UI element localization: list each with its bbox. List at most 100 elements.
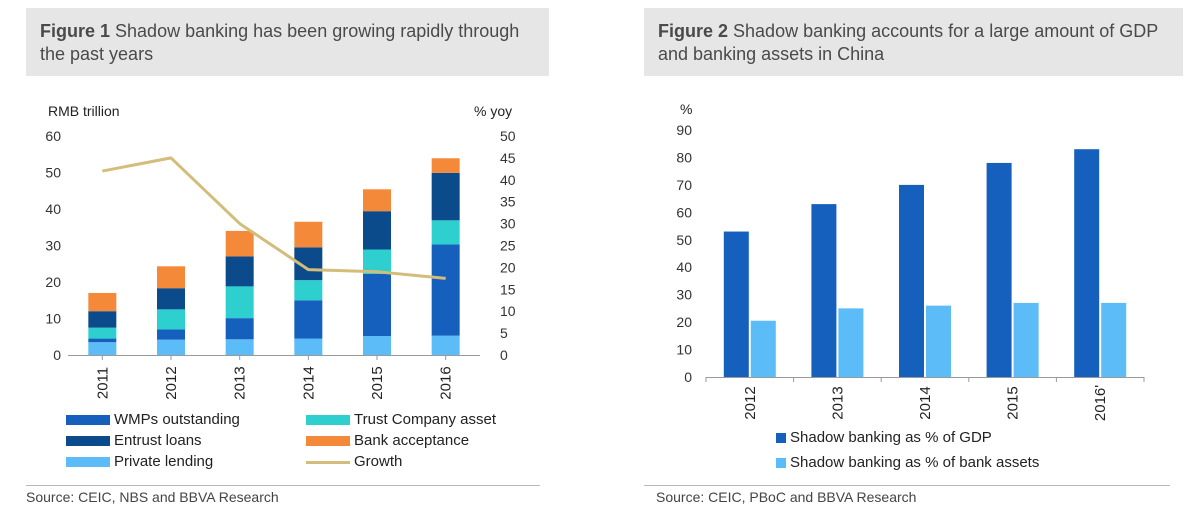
- y2-tick-label: 35: [500, 194, 516, 210]
- figure-1-divider: [26, 485, 540, 486]
- bar-wmps-outstanding: [225, 318, 254, 340]
- legend-label: Bank acceptance: [354, 432, 470, 449]
- legend-item-trust-company-asset: Trust Company asset: [306, 410, 496, 430]
- bar-shadow-banking-as-of-gdp: [723, 231, 749, 377]
- y-tick-label: 0: [684, 369, 692, 385]
- y2-tick-label: 5: [500, 325, 508, 341]
- growth-line: [102, 156, 446, 280]
- figure-1-header: Figure 1 Shadow banking has been growing…: [26, 8, 549, 76]
- bar-bank-acceptance: [363, 189, 391, 212]
- y-tick-label: 50: [676, 232, 692, 248]
- bar-wmps-outstanding: [294, 300, 323, 339]
- bar-private-lending: [225, 339, 254, 355]
- bar-shadow-banking-as-of-gdp: [899, 184, 924, 377]
- figure-2-unit: %: [680, 101, 693, 117]
- bar-bank-acceptance: [294, 221, 323, 248]
- legend-swatch: [776, 458, 786, 469]
- bar-wmps-outstanding: [88, 338, 117, 343]
- legend-swatch: [306, 415, 350, 426]
- figure-1-right-unit: % yoy: [474, 103, 513, 119]
- y-tick-label: 50: [45, 165, 61, 181]
- y-tick-label: 10: [45, 311, 61, 327]
- y2-tick-label: 20: [500, 259, 516, 275]
- legend-item-entrust-loans: Entrust loans: [66, 431, 202, 451]
- x-tick-label: 2012: [742, 386, 759, 419]
- y-tick-label: 90: [676, 122, 692, 138]
- bar-trust-company-asset: [431, 220, 460, 245]
- legend-label: WMPs outstanding: [114, 411, 240, 428]
- y2-tick-label: 25: [500, 238, 516, 254]
- y2-tick-label: 10: [500, 303, 516, 319]
- x-tick-label: 2012: [163, 366, 180, 399]
- bar-private-lending: [363, 336, 391, 355]
- legend-swatch: [66, 457, 110, 468]
- bar-shadow-banking-as-of-bank-assets: [1013, 302, 1039, 377]
- bar-shadow-banking-as-of-gdp: [1074, 149, 1100, 377]
- y-tick-label: 20: [676, 314, 692, 330]
- y2-tick-label: 40: [500, 172, 516, 188]
- legend-swatch: [306, 436, 350, 447]
- figure-2-chart: 0 10 20 30 40 50 60 70 80 90 2012 2013 2014 2015 2016': [676, 122, 1145, 421]
- y2-tick-label: 30: [500, 216, 516, 232]
- bar-shadow-banking-as-of-bank-assets: [838, 308, 864, 377]
- figure-2-header: Figure 2 Shadow banking accounts for a l…: [644, 8, 1183, 76]
- figure-1-source: Source: CEIC, NBS and BBVA Research: [26, 489, 279, 505]
- bar-shadow-banking-as-of-gdp: [811, 204, 837, 377]
- legend-item-shadow-banking-as-of-bank-assets: Shadow banking as % of bank assets: [776, 453, 1039, 473]
- bar-entrust-loans: [363, 211, 391, 250]
- bar-trust-company-asset: [157, 309, 185, 330]
- bar-wmps-outstanding: [431, 244, 460, 336]
- figure-2-source: Source: CEIC, PBoC and BBVA Research: [656, 489, 917, 505]
- figure-2-panel: Figure 2 Shadow banking accounts for a l…: [630, 0, 1192, 516]
- figure-2-title: Shadow banking accounts for a large amou…: [658, 21, 1158, 64]
- bar-shadow-banking-as-of-bank-assets: [750, 320, 776, 377]
- figure-2-divider: [644, 485, 1170, 486]
- legend-label: Trust Company asset: [354, 411, 496, 428]
- bar-trust-company-asset: [225, 286, 254, 319]
- x-tick-label: 2015: [369, 366, 386, 399]
- figure-1-title: Shadow banking has been growing rapidly …: [40, 21, 520, 64]
- figure-1-label: Figure 1: [40, 21, 111, 41]
- x-tick-label: 2016: [438, 366, 455, 399]
- y-tick-label: 40: [45, 201, 61, 217]
- legend-label: Entrust loans: [114, 432, 202, 449]
- legend-item-wmps-outstanding: WMPs outstanding: [66, 410, 240, 430]
- legend-label: Shadow banking as % of GDP: [790, 429, 992, 446]
- bar-private-lending: [431, 335, 460, 355]
- y-tick-label: 60: [676, 204, 692, 220]
- legend-swatch: [306, 460, 350, 464]
- legend-item-private-lending: Private lending: [66, 452, 213, 472]
- figure-1-left-unit: RMB trillion: [48, 103, 120, 119]
- y-tick-label: 30: [676, 287, 692, 303]
- x-tick-label: 2013: [829, 386, 846, 419]
- figure-2-label: Figure 2: [658, 21, 729, 41]
- bar-private-lending: [88, 342, 117, 355]
- figure-1-chart: 0 10 20 30 40 50 60 0 5 10 15 20 25 30 35 40 45 50 2011 201…: [45, 128, 516, 400]
- legend-swatch: [66, 415, 110, 426]
- y2-tick-label: 15: [500, 281, 516, 297]
- legend-swatch: [776, 433, 786, 444]
- x-tick-label: 2015: [1005, 386, 1022, 419]
- y2-tick-label: 45: [500, 150, 516, 166]
- bar-bank-acceptance: [225, 230, 254, 257]
- bar-bank-acceptance: [157, 266, 185, 289]
- y2-tick-label: 50: [500, 128, 516, 144]
- bar-shadow-banking-as-of-gdp: [986, 162, 1012, 377]
- bar-wmps-outstanding: [157, 329, 185, 340]
- legend-item-shadow-banking-as-of-gdp: Shadow banking as % of GDP: [776, 428, 992, 448]
- bar-trust-company-asset: [88, 327, 117, 339]
- bar-entrust-loans: [88, 311, 117, 328]
- bar-private-lending: [294, 338, 323, 355]
- y-tick-label: 0: [53, 347, 61, 363]
- y-tick-label: 40: [676, 259, 692, 275]
- legend-item-bank-acceptance: Bank acceptance: [306, 431, 469, 451]
- x-tick-label: 2014: [917, 386, 934, 419]
- legend-item-growth: Growth: [306, 452, 402, 472]
- x-tick-label: 2011: [94, 367, 111, 399]
- bar-entrust-loans: [157, 288, 185, 310]
- bar-trust-company-asset: [294, 280, 323, 301]
- bar-wmps-outstanding: [363, 273, 391, 337]
- y-tick-label: 20: [45, 274, 61, 290]
- bar-bank-acceptance: [88, 292, 117, 312]
- y-tick-label: 70: [676, 177, 692, 193]
